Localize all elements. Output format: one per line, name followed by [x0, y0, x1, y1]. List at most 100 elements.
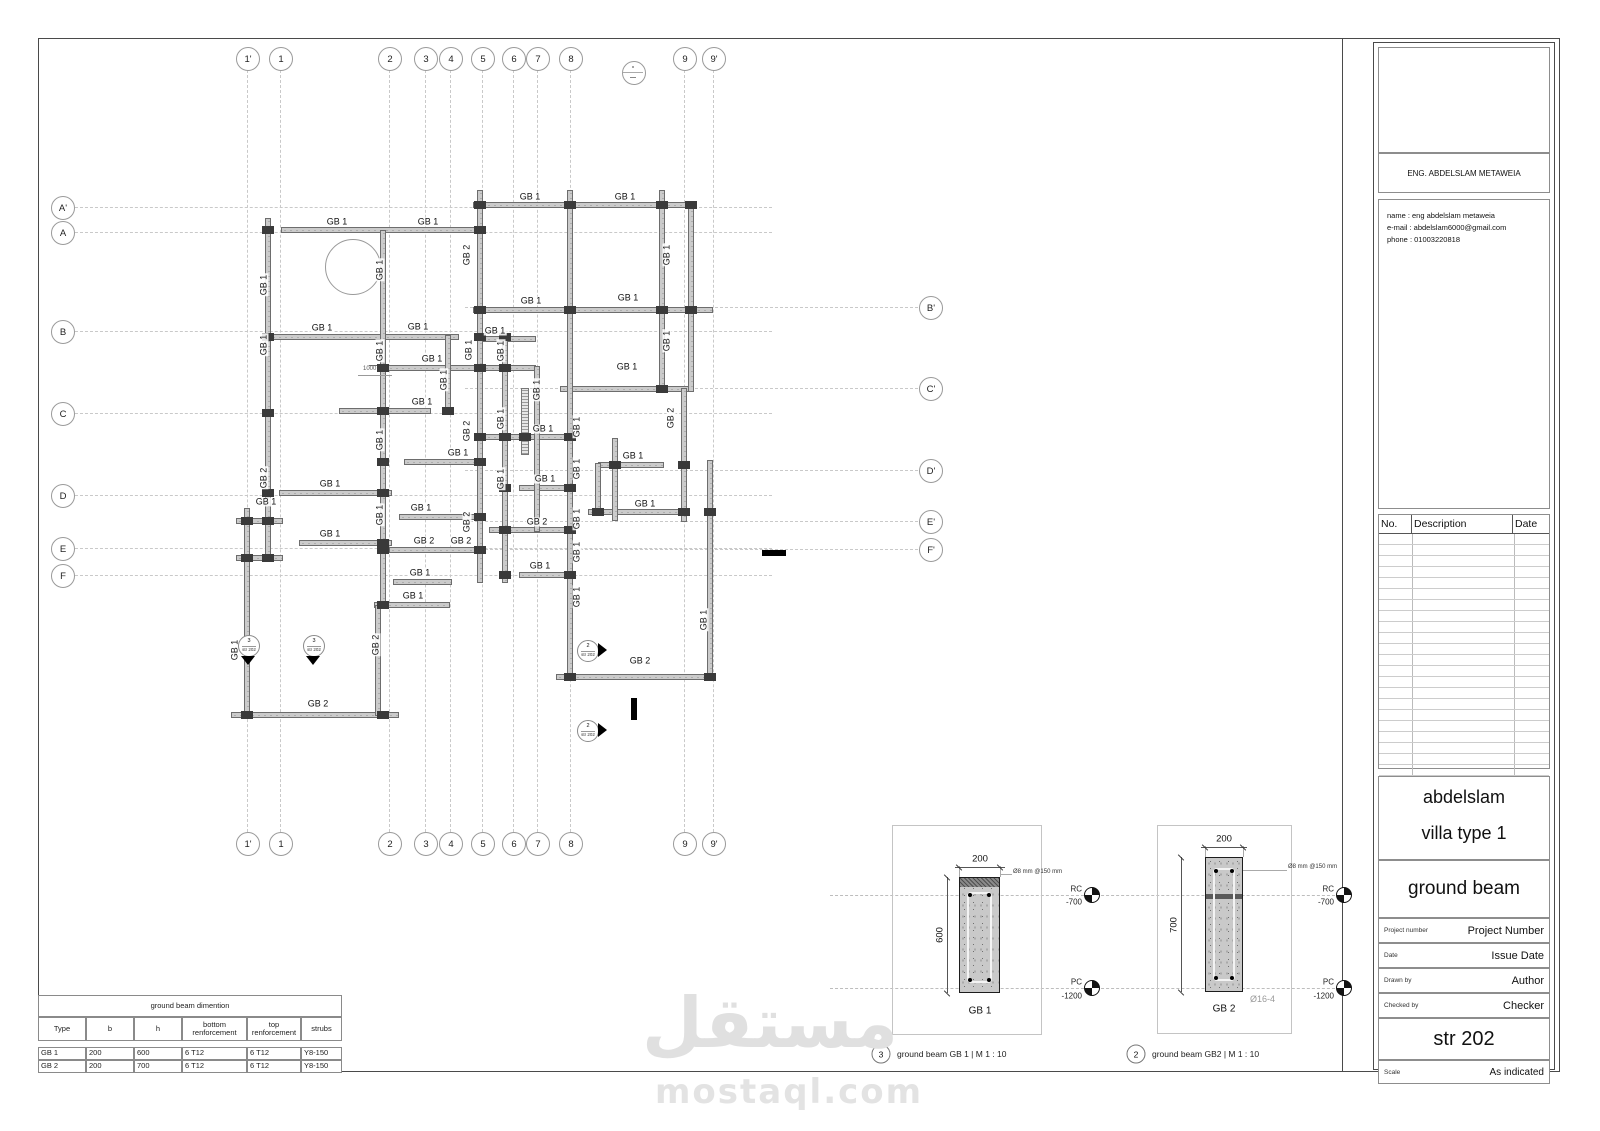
- detail-name: GB 1: [968, 1005, 992, 1017]
- grid-bubble-right: C': [919, 377, 943, 401]
- rebar-dot: [1214, 976, 1218, 980]
- column-marker: [592, 508, 604, 516]
- column-marker: [262, 489, 274, 497]
- ground-beam-dimension-table: ground beam dimention Type b h bottom renfor…: [38, 995, 342, 1073]
- revision-cell: [1515, 567, 1549, 577]
- grid-bubble-left: B: [51, 320, 75, 344]
- contact-email: e-mail : abdelslam6000@gmail.com: [1387, 223, 1507, 232]
- revision-cell: [1413, 589, 1515, 599]
- column-marker: [564, 484, 576, 492]
- dim-table-header: strubs: [301, 1017, 342, 1041]
- beam-label: GB 2: [665, 406, 676, 430]
- revision-row: [1379, 666, 1549, 677]
- titleblock-separator-line: [1342, 38, 1343, 1072]
- beam-vertical: [244, 508, 250, 716]
- extension-line: [959, 866, 960, 877]
- revision-row: [1379, 600, 1549, 611]
- column-marker: [499, 333, 511, 341]
- section-marker-sheet: str 202: [581, 731, 595, 737]
- beam-horizontal: [404, 459, 481, 465]
- engineer-name: ENG. ABDELSLAM METAWEIA: [1378, 153, 1550, 193]
- level-symbol: [1084, 980, 1100, 996]
- revision-cell: [1379, 699, 1413, 709]
- beam-label: GB 1: [408, 567, 432, 578]
- beam-label: GB 1: [571, 415, 582, 439]
- pc-value: -1200: [1061, 991, 1082, 1001]
- beam-section: [959, 877, 1000, 993]
- field-value: Checker: [1503, 999, 1544, 1012]
- title-block: ENG. ABDELSLAM METAWEIA name : eng abdel…: [1373, 42, 1555, 1084]
- revision-cell: [1413, 545, 1515, 555]
- revision-cell: [1515, 743, 1549, 753]
- grid-bubble-bottom: 9': [702, 832, 726, 856]
- column-marker: [377, 539, 389, 547]
- rebar-note: Ø16-4: [1250, 994, 1276, 1004]
- column-marker: [499, 571, 511, 579]
- dim-table-title-cell: ground beam dimention: [38, 995, 342, 1017]
- project-name: abdelslam: [1422, 787, 1506, 807]
- beam-vertical: [688, 203, 694, 392]
- revision-row: [1379, 622, 1549, 633]
- revision-cell: [1413, 666, 1515, 676]
- grid-bubble-bottom: 5: [471, 832, 495, 856]
- dim-table-cell: 6 T12: [247, 1047, 301, 1060]
- beam-horizontal: [374, 602, 450, 608]
- beam-label: GB 1: [374, 339, 385, 363]
- grid-bubble-left: F: [51, 564, 75, 588]
- beam-label: GB 1: [571, 540, 582, 564]
- reference-symbol-line: [623, 72, 643, 73]
- pc-label: PC: [1070, 977, 1082, 987]
- beam-label: GB 1: [318, 478, 342, 489]
- beam-horizontal: [231, 712, 399, 718]
- revision-cell: [1413, 655, 1515, 665]
- grid-line-vertical: [280, 70, 281, 832]
- column-marker: [656, 385, 668, 393]
- beam-label: GB 1: [615, 361, 639, 372]
- revision-cell: [1413, 633, 1515, 643]
- field-label: Drawn by: [1384, 977, 1412, 984]
- grid-bubble-left: C: [51, 402, 75, 426]
- column-marker: [377, 407, 389, 415]
- revision-row: [1379, 655, 1549, 666]
- beam-label: GB 1: [409, 502, 433, 513]
- column-marker: [474, 513, 486, 521]
- dim-table-cell: 6 T12: [182, 1047, 247, 1060]
- revision-cell: [1515, 765, 1549, 775]
- grid-bubble-left: E: [51, 537, 75, 561]
- beam-vertical: [265, 218, 271, 560]
- revision-cell: [1379, 688, 1413, 698]
- beam-label: GB 1: [571, 507, 582, 531]
- revision-cell: [1515, 633, 1549, 643]
- revision-row: [1379, 677, 1549, 688]
- beam-label: GB 2: [525, 516, 549, 527]
- dimension-line: [947, 877, 948, 993]
- revision-cell: [1379, 754, 1413, 764]
- revision-row: [1379, 611, 1549, 622]
- beam-label: GB 1: [613, 191, 637, 202]
- revision-cell: [1515, 655, 1549, 665]
- grid-bubble-top: 2: [378, 47, 402, 71]
- grid-bubble-top: 8: [559, 47, 583, 71]
- revision-cell: [1413, 699, 1515, 709]
- revision-header: No. Description Date: [1379, 515, 1549, 534]
- beam-label: GB 1: [531, 423, 555, 434]
- column-marker: [656, 306, 668, 314]
- column-marker: [241, 711, 253, 719]
- section-marker-number: 2: [581, 723, 595, 732]
- beam-label: GB 2: [461, 419, 472, 443]
- revision-col-no: No.: [1379, 515, 1412, 533]
- grid-line-vertical: [247, 70, 248, 832]
- grid-line-horizontal: [75, 207, 772, 208]
- grid-line-horizontal: [465, 521, 918, 522]
- revision-cell: [1379, 534, 1413, 544]
- beam-label: GB 2: [449, 535, 473, 546]
- dim-height-label: 700: [1168, 916, 1180, 934]
- extension-line: [1000, 866, 1001, 877]
- beam-label: GB 1: [698, 608, 709, 632]
- revision-cell: [1379, 545, 1413, 555]
- revision-cell: [1413, 754, 1515, 764]
- grid-line-vertical: [713, 70, 714, 832]
- revision-cell: [1515, 545, 1549, 555]
- grid-line-vertical: [425, 70, 426, 832]
- grid-line-horizontal: [465, 470, 918, 471]
